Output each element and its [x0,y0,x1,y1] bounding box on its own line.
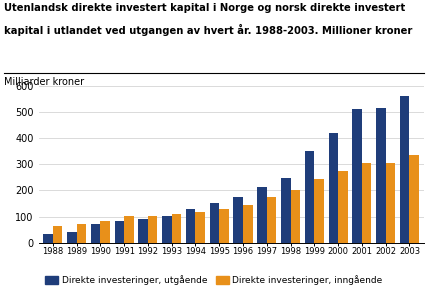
Bar [291,190,300,243]
Bar [400,96,410,243]
Bar [148,216,158,243]
Bar [243,205,253,243]
Bar [338,171,348,243]
Bar [196,212,205,243]
Bar [314,179,324,243]
Bar [329,133,338,243]
Bar [352,109,362,243]
Bar [67,232,77,243]
Bar [376,108,386,243]
Bar [234,197,243,243]
Bar [91,224,100,243]
Bar [362,163,372,243]
Bar [410,155,419,243]
Text: kapital i utlandet ved utgangen av hvert år. 1988-2003. Millioner kroner: kapital i utlandet ved utgangen av hvert… [4,24,413,36]
Bar [267,197,276,243]
Bar [386,163,395,243]
Bar [210,203,219,243]
Bar [172,214,181,243]
Bar [186,209,196,243]
Bar [115,221,124,243]
Bar [257,187,267,243]
Bar [305,151,314,243]
Bar [77,224,86,243]
Text: Utenlandsk direkte investert kapital i Norge og norsk direkte investert: Utenlandsk direkte investert kapital i N… [4,3,405,13]
Bar [281,178,291,243]
Bar [100,221,110,243]
Bar [219,209,229,243]
Bar [138,219,148,243]
Legend: Direkte investeringer, utgående, Direkte investeringer, inngående: Direkte investeringer, utgående, Direkte… [42,271,386,289]
Bar [162,216,172,243]
Bar [53,226,62,243]
Bar [43,234,53,243]
Bar [124,216,134,243]
Text: Milliarder kroner: Milliarder kroner [4,77,84,87]
